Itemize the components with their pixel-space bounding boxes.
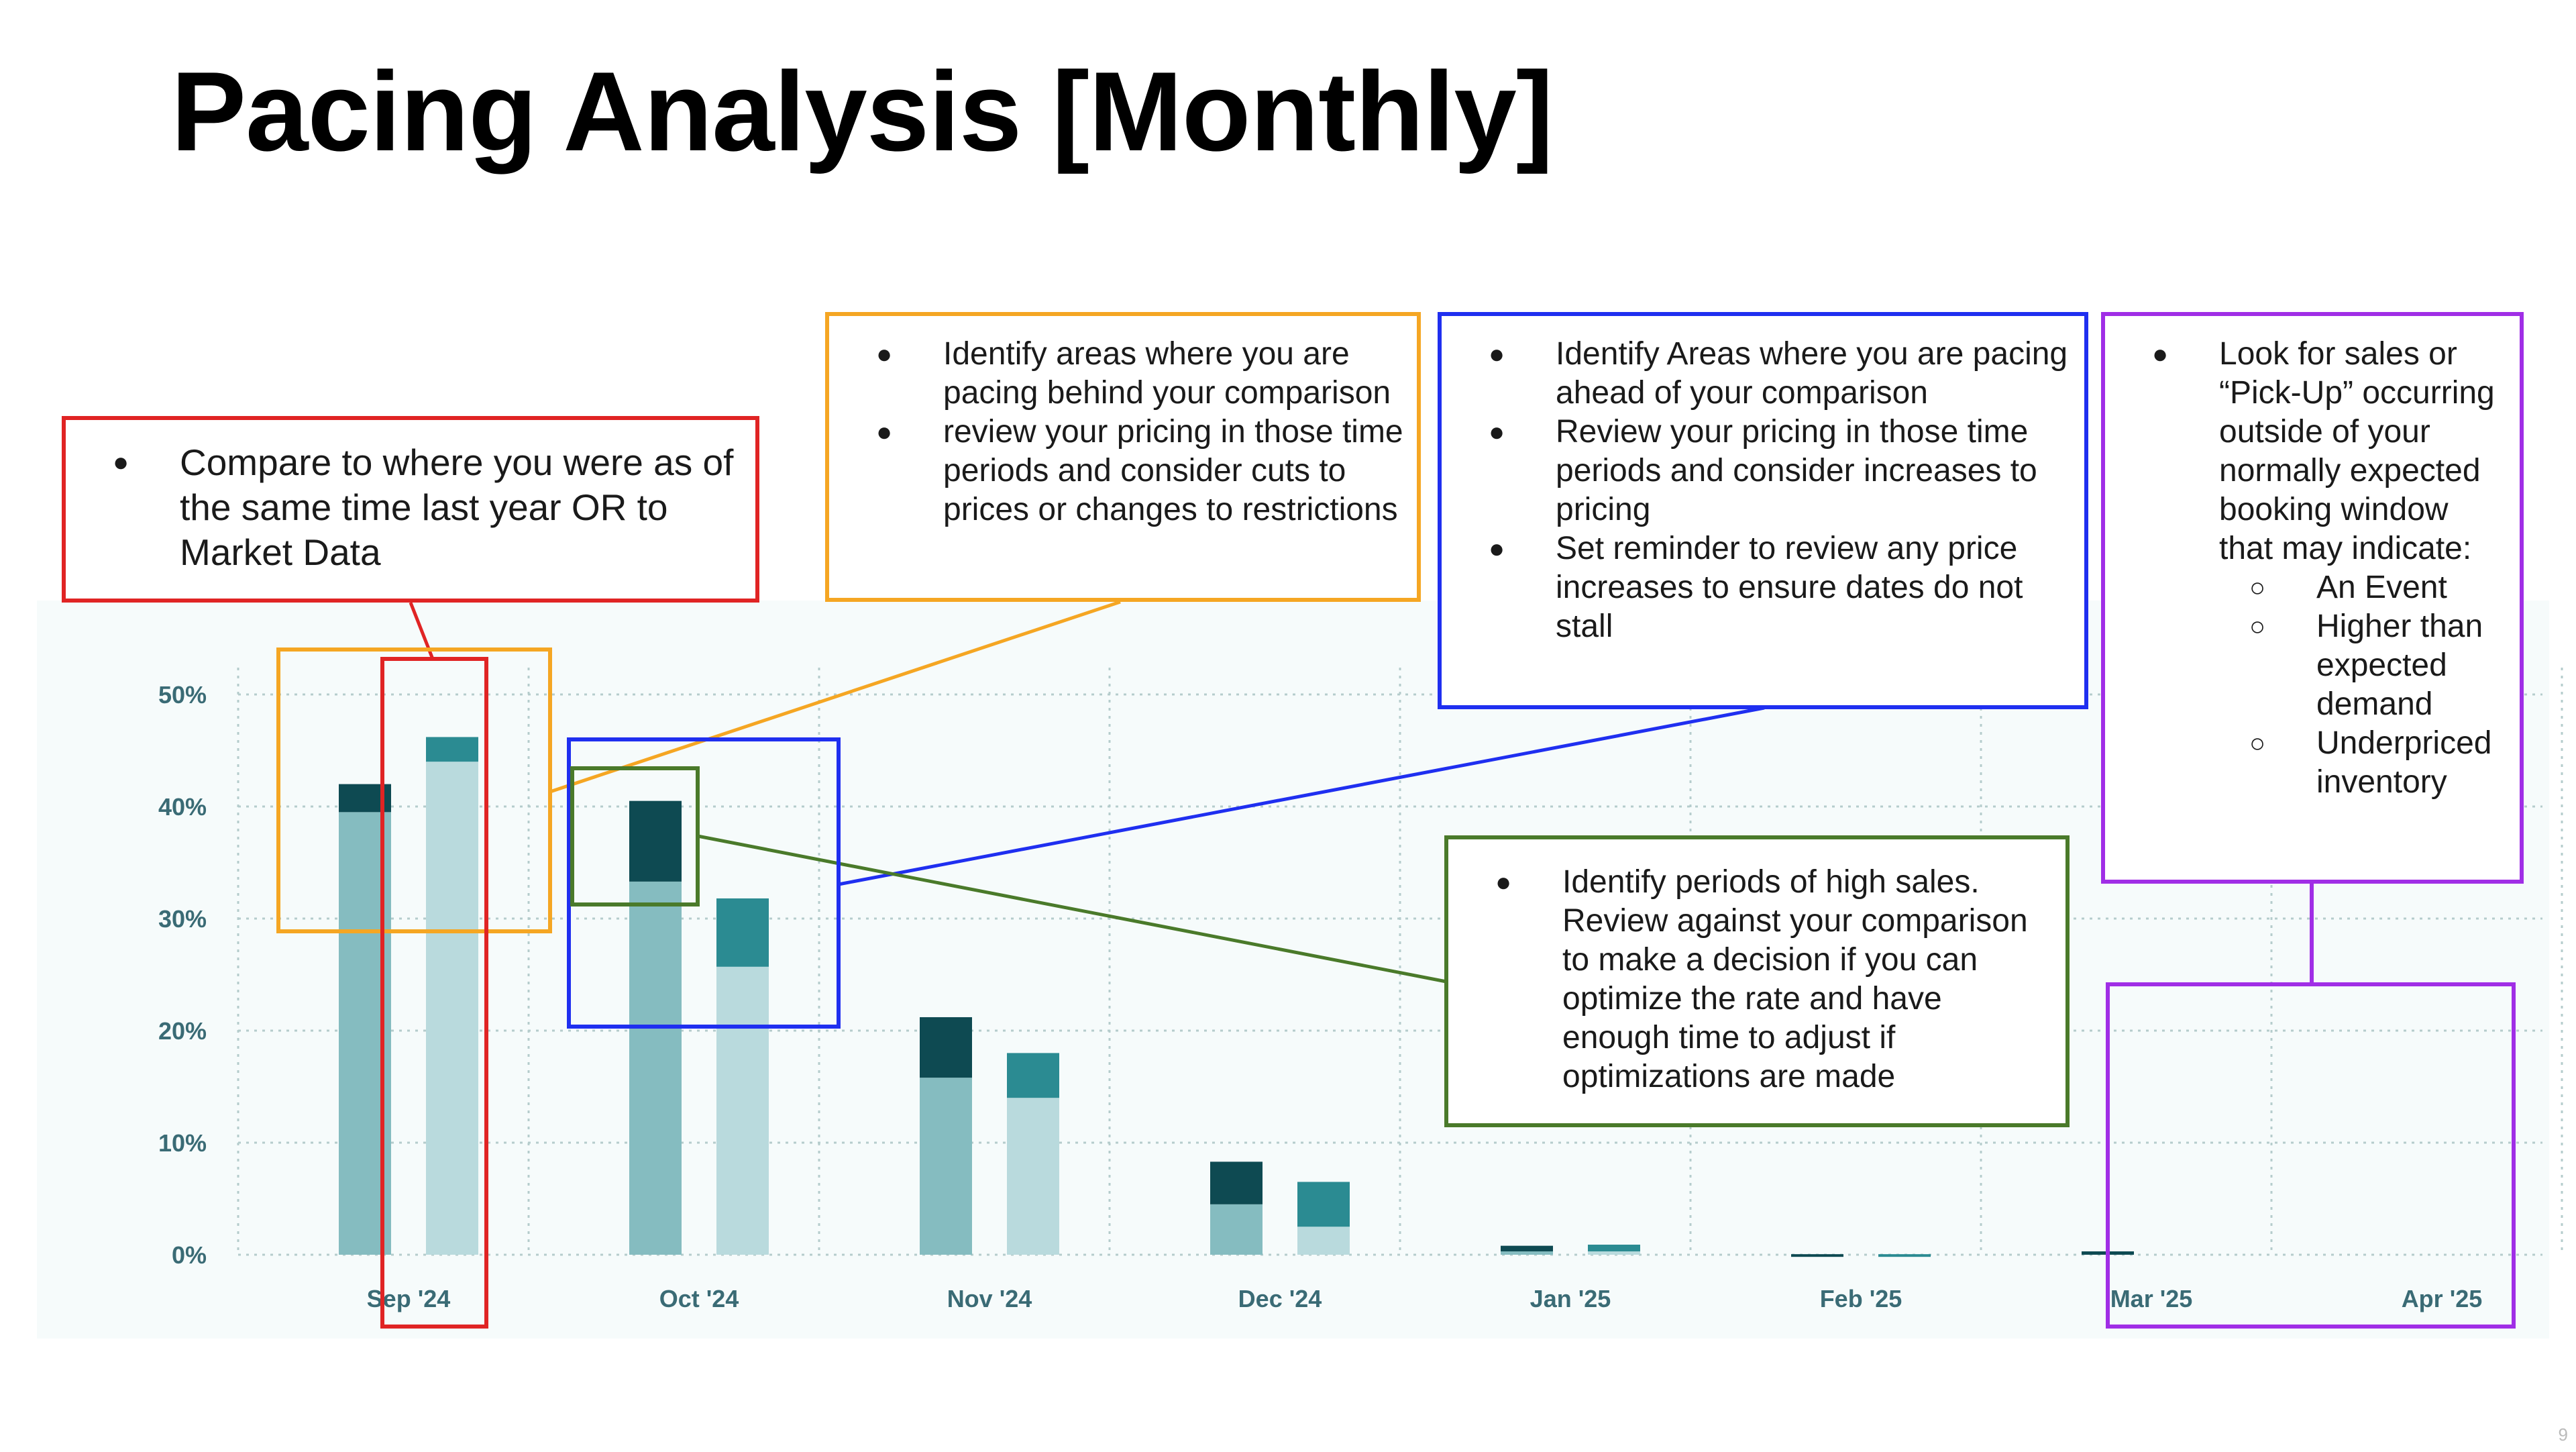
bar-segment-base: [629, 881, 682, 1255]
bar-segment-base: [426, 762, 478, 1255]
callout-purple-bullet-1: Look for sales or “Pick-Up” occurring ou…: [2152, 335, 2506, 802]
bar-segment-top: [1007, 1053, 1059, 1098]
bar-segment-top: [1878, 1254, 1931, 1257]
highlight-purple-mar-apr: [2106, 982, 2516, 1329]
bar-segment-base: [1297, 1227, 1350, 1255]
highlight-red-sep-comparison: [380, 657, 488, 1329]
slide-title: Pacing Analysis [Monthly]: [171, 48, 1554, 174]
highlight-blue-oct: [567, 737, 841, 1029]
page-number: 9: [2558, 1424, 2568, 1445]
bar-segment-base: [1588, 1251, 1640, 1255]
bar-segment-top: [1297, 1182, 1350, 1227]
callout-blue-bullet-2: Review your pricing in those time period…: [1489, 413, 2071, 529]
bar-segment-base: [1007, 1098, 1059, 1255]
bar-segment-top: [629, 800, 682, 882]
bar-segment-base: [716, 966, 769, 1255]
y-tick-label: 40%: [158, 793, 207, 821]
callout-green-bullet-1: Identify periods of high sales. Review a…: [1495, 863, 2052, 1096]
bar-segment-top: [1791, 1254, 1843, 1257]
connector-green: [697, 834, 1447, 984]
callout-red: Compare to where you were as of the same…: [62, 416, 759, 603]
x-tick-label: Mar '25: [2110, 1285, 2193, 1312]
callout-purple-bullet-text: Look for sales or “Pick-Up” occurring ou…: [2219, 336, 2495, 566]
callout-purple-sub-bullet-1: An Event: [2249, 568, 2506, 607]
chart-grid: [237, 668, 2563, 1256]
bar-segment-top: [426, 737, 478, 762]
bar-segment-base: [920, 1078, 972, 1255]
connector-orange: [549, 600, 1121, 794]
callout-purple-sub-bullet-3: Underpriced inventory: [2249, 724, 2506, 802]
bar-segment-base: [1501, 1251, 1553, 1255]
x-tick-label: Jan '25: [1530, 1285, 1611, 1312]
callout-purple-sub-bullet-2: Higher than expected demand: [2249, 607, 2506, 724]
y-tick-label: 10%: [158, 1129, 207, 1157]
x-tick-label: Apr '25: [2402, 1285, 2483, 1312]
bar-segment-top: [1588, 1244, 1640, 1251]
y-tick-label: 0%: [172, 1241, 207, 1269]
chart-tick-labels: 0% 10% 20% 30% 40% 50% Sep '24 Oct '24 Nov '24 De…: [158, 681, 2482, 1312]
callout-red-bullet-1: Compare to where you were as of the same…: [113, 440, 737, 575]
highlight-boxes: [276, 600, 2516, 1329]
callout-orange: Identify areas where you are pacing behi…: [825, 312, 1421, 602]
x-tick-label: Oct '24: [659, 1285, 739, 1312]
x-tick-label: Dec '24: [1238, 1285, 1322, 1312]
bar-segment-base: [1210, 1204, 1263, 1255]
highlight-green-oct: [570, 766, 700, 906]
x-tick-label: Feb '25: [1820, 1285, 1902, 1312]
callout-green: Identify periods of high sales. Review a…: [1444, 835, 2070, 1127]
callout-orange-bullet-2: review your pricing in those time period…: [876, 413, 1403, 529]
y-tick-label: 30%: [158, 905, 207, 933]
callout-blue-bullet-1: Identify Areas where you are pacing ahea…: [1489, 335, 2071, 413]
bar-segment-top: [716, 898, 769, 967]
x-tick-label: Sep '24: [367, 1285, 451, 1312]
callout-purple: Look for sales or “Pick-Up” occurring ou…: [2101, 312, 2524, 884]
bar-segment-top: [920, 1017, 972, 1078]
callout-orange-bullet-1: Identify areas where you are pacing behi…: [876, 335, 1403, 413]
callout-blue-bullet-3: Set reminder to review any price increas…: [1489, 529, 2071, 646]
bar-segment-top: [1210, 1161, 1263, 1204]
y-tick-label: 20%: [158, 1017, 207, 1045]
y-tick-label: 50%: [158, 681, 207, 709]
connector-blue: [838, 706, 1765, 886]
callout-blue: Identify Areas where you are pacing ahea…: [1438, 312, 2088, 709]
bar-segment-top: [1501, 1245, 1553, 1251]
x-tick-label: Nov '24: [947, 1285, 1032, 1312]
highlight-orange-sep: [276, 647, 552, 933]
